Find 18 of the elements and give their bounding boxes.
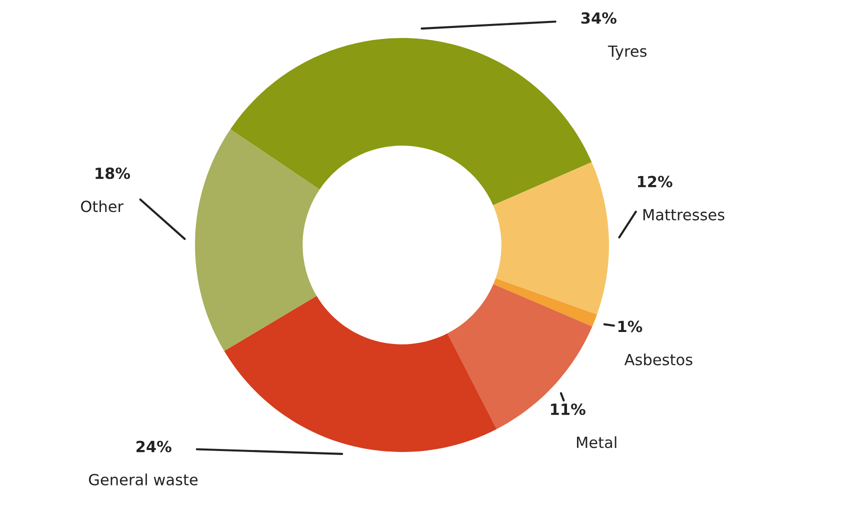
- slice-label: Other: [81, 200, 124, 212]
- slice-label: General waste: [88, 474, 198, 486]
- donut-slice: [447, 284, 592, 430]
- data-label: 11%: [551, 403, 586, 416]
- donut-slice: [224, 296, 497, 452]
- data-label: 34%: [581, 12, 616, 24]
- slice-label: Metal: [576, 436, 616, 448]
- slice-label: Asbestos: [624, 354, 692, 366]
- data-label: 24%: [136, 440, 172, 452]
- slice-label: Mattresses: [643, 209, 724, 220]
- data-label: 18%: [96, 167, 130, 180]
- slice-label: Tyres: [608, 46, 647, 60]
- data-label: 1%: [618, 320, 642, 332]
- data-label: 12%: [638, 176, 672, 188]
- donut-slice: [195, 129, 320, 351]
- donut-slice: [493, 162, 609, 314]
- donut-slice: [230, 38, 592, 206]
- donut-slice: [493, 278, 598, 327]
